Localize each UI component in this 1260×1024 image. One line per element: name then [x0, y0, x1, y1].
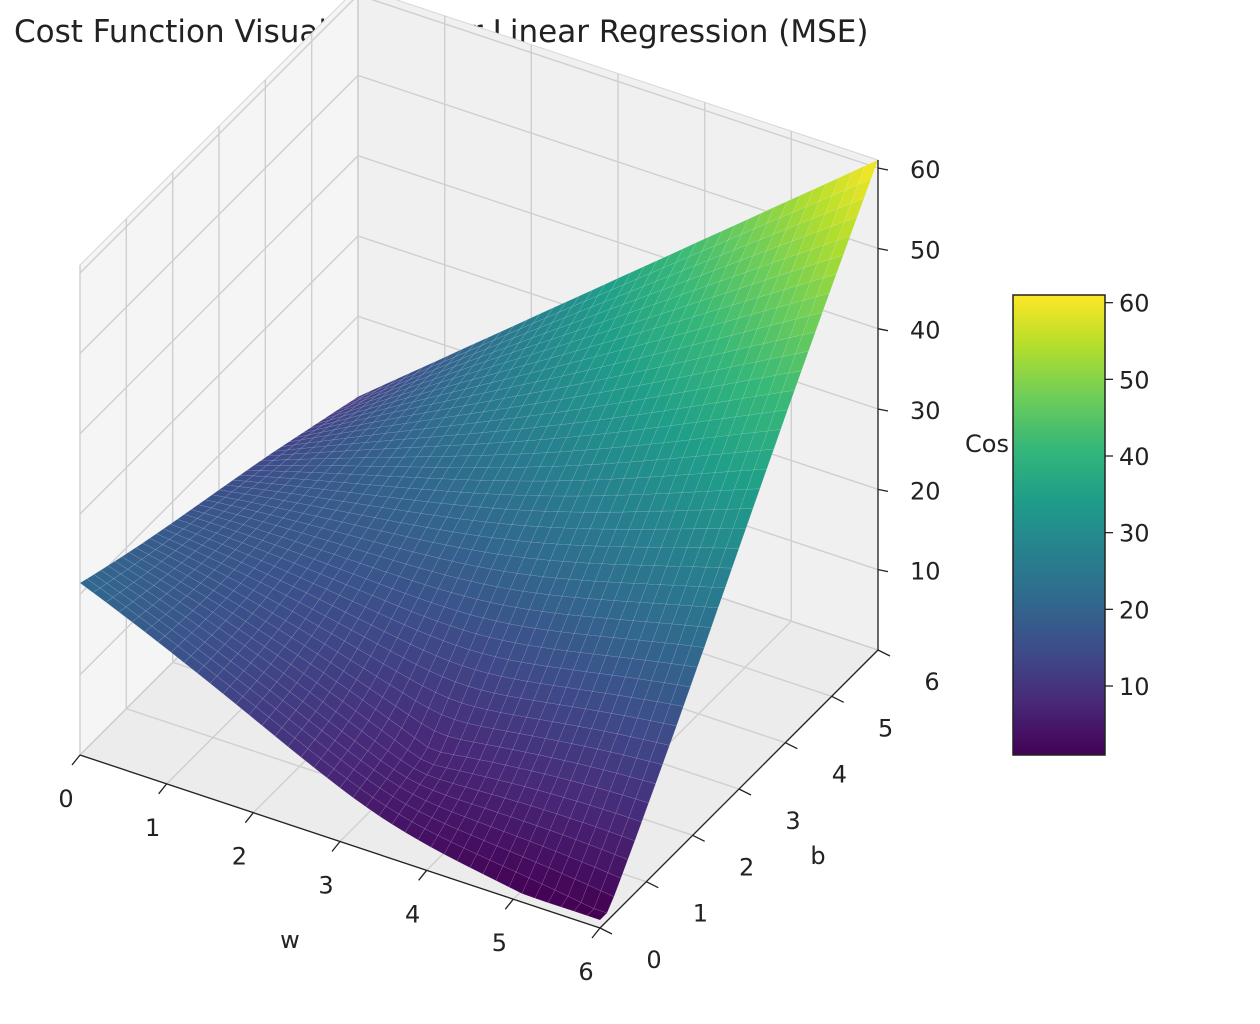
b-tick-label: 6 [924, 668, 939, 696]
colorbar-tick-label: 30 [1119, 520, 1150, 548]
surface-cell [676, 665, 698, 688]
surface-cell [711, 567, 733, 589]
w-tick-label: 1 [145, 814, 160, 842]
b-tick-label: 2 [739, 853, 754, 881]
surface-cell [788, 350, 809, 374]
cost-tick-label: 60 [910, 156, 941, 184]
w-tick-label: 4 [405, 900, 420, 928]
grid-line-cost [79, 74, 879, 354]
cost-tick [877, 408, 889, 412]
cost-tick-label: 20 [910, 477, 941, 505]
surface-cell [663, 703, 684, 727]
surface-cell [656, 722, 677, 746]
surface-cell [642, 761, 663, 785]
surface-cell [586, 908, 608, 921]
b-tick-label: 5 [878, 714, 893, 742]
surface-cell [690, 626, 712, 648]
surface-cell [628, 798, 649, 823]
cost-tick [877, 167, 889, 171]
colorbar-gradient [1012, 294, 1106, 756]
b-tick [599, 927, 613, 935]
w-tick-label: 2 [232, 843, 247, 871]
cost-tick-label: 30 [910, 397, 941, 425]
w-tick [244, 812, 254, 824]
colorbar-tick-label: 40 [1119, 443, 1150, 471]
b-tick [785, 742, 798, 750]
w-tick [418, 869, 428, 881]
b-tick-label: 3 [785, 807, 800, 835]
b-tick-label: 4 [832, 761, 847, 789]
colorbar-tick-label: 10 [1119, 673, 1150, 701]
w-tick-label: 0 [58, 785, 73, 813]
surface-cell [621, 817, 643, 842]
w-tick-label: 6 [578, 958, 593, 986]
surface-cell [753, 448, 775, 471]
w-axis-title: w [280, 926, 300, 954]
w-tick-label: 5 [492, 929, 507, 957]
surface-cell [593, 890, 615, 914]
surface-cell [829, 235, 851, 260]
w-tick [158, 783, 168, 795]
surface-cell [815, 273, 837, 298]
cost-tick-label: 10 [910, 558, 941, 586]
cost-tick [877, 328, 889, 332]
surface-cell [781, 370, 802, 393]
w-tick [331, 841, 341, 852]
cost-tick [877, 247, 889, 251]
cost-tick-label: 40 [910, 317, 941, 345]
w-tick [591, 927, 601, 939]
cost-surface [79, 159, 879, 921]
surface-cell [600, 872, 622, 898]
cost-tick [877, 488, 889, 492]
surface-cell [697, 606, 719, 629]
b-axis-title: b [810, 842, 825, 870]
axis-labels: w b Cos [280, 430, 1009, 954]
colorbar: 10 20 30 40 50 60 [1012, 290, 1150, 756]
grid-line-cost [79, 0, 879, 274]
w-tick [71, 754, 81, 766]
cost-axis-title: Cos [965, 430, 1009, 458]
b-tick [831, 695, 844, 703]
surface-cell [614, 835, 636, 860]
b-tick [646, 881, 659, 889]
b-tick [692, 834, 705, 842]
colorbar-tick-label: 50 [1119, 366, 1150, 394]
b-tick-label: 1 [693, 900, 708, 928]
b-tick [877, 649, 891, 657]
surface-cell [718, 547, 740, 569]
b-tick-label: 0 [646, 946, 661, 974]
b-tick [738, 788, 752, 796]
w-tick-label: 3 [318, 872, 333, 900]
w-tick [504, 898, 514, 910]
colorbar-tick-label: 20 [1119, 596, 1150, 624]
cost-tick [877, 569, 889, 573]
cost-tick-label: 50 [910, 236, 941, 264]
colorbar-tick-label: 60 [1119, 290, 1150, 318]
